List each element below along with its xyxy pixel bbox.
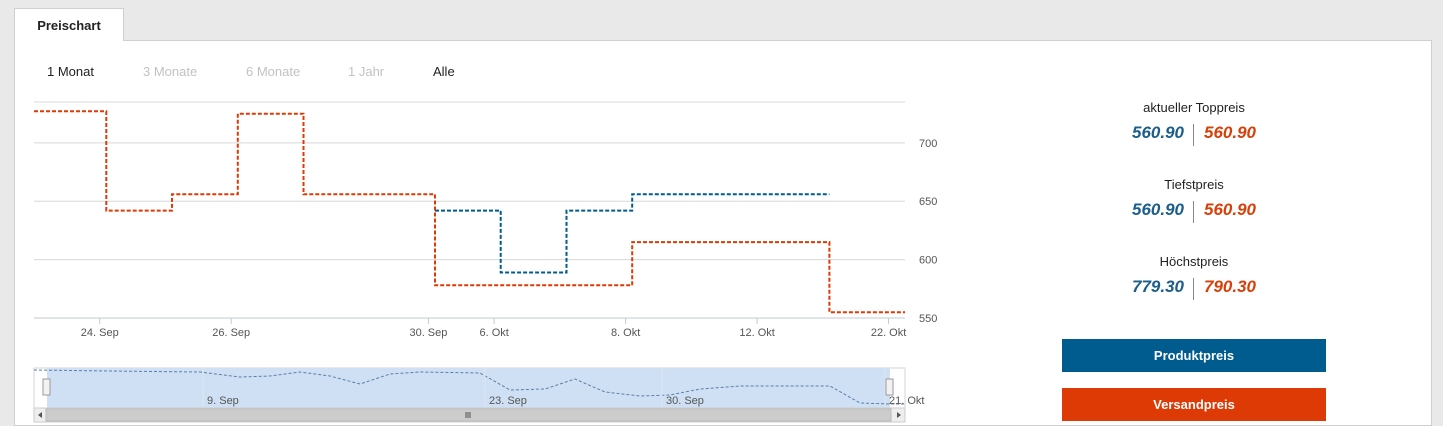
legend-product-price-button[interactable]: Produktpreis [1062, 339, 1326, 372]
range-3-months-button[interactable]: 3 Monate [143, 64, 198, 79]
tab-preischart[interactable]: Preischart [14, 8, 124, 41]
range-1-month-button[interactable]: 1 Monat [47, 64, 94, 79]
lowest-shipping-price: 560.90 [1204, 200, 1256, 219]
lowest-price-values: 560.90 560.90 [1064, 200, 1324, 224]
lowest-product-price: 560.90 [1132, 200, 1184, 219]
range-all-button[interactable]: Alle [433, 64, 455, 79]
highest-product-price: 779.30 [1132, 277, 1184, 296]
highest-price-values: 779.30 790.30 [1064, 277, 1324, 301]
current-top-price-label: aktueller Toppreis [1143, 100, 1245, 115]
range-1-year-button[interactable]: 1 Jahr [348, 64, 385, 79]
highest-shipping-price: 790.30 [1204, 277, 1256, 296]
value-divider [1193, 201, 1194, 223]
scroll-left-button[interactable] [34, 408, 46, 422]
current-shipping-price: 560.90 [1204, 123, 1256, 142]
legend-shipping-price-button[interactable]: Versandpreis [1062, 388, 1326, 421]
current-product-price: 560.90 [1132, 123, 1184, 142]
scroll-right-button[interactable] [893, 408, 905, 422]
value-divider [1193, 124, 1194, 146]
value-divider [1193, 278, 1194, 300]
range-6-months-button[interactable]: 6 Monate [246, 64, 301, 79]
lowest-price-label: Tiefstpreis [1164, 177, 1224, 192]
current-top-price-values: 560.90 560.90 [1064, 123, 1324, 147]
highest-price-label: Höchstpreis [1159, 254, 1229, 269]
